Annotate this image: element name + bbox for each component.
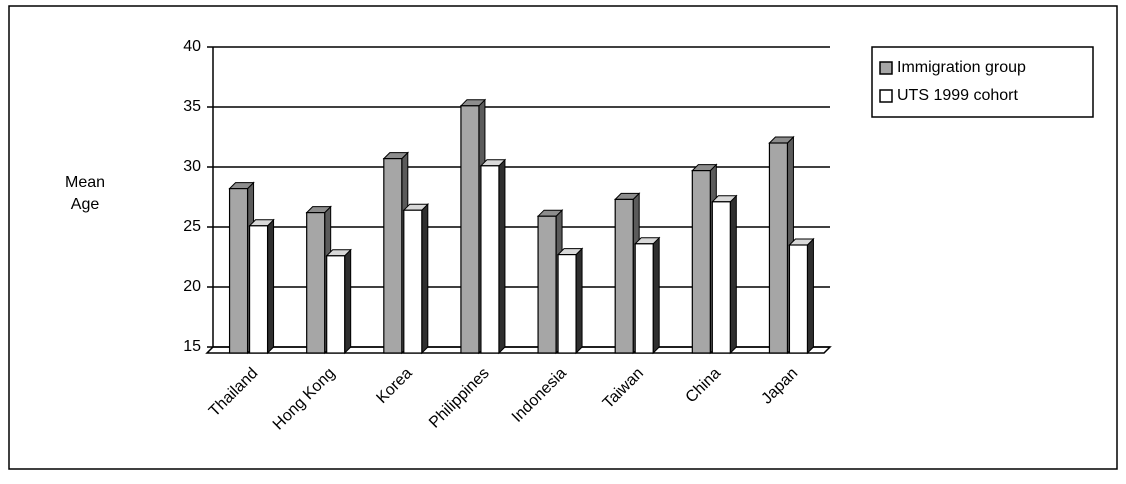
legend-swatch <box>879 61 893 75</box>
bar <box>788 244 809 354</box>
y-tick-label: 30 <box>183 158 201 175</box>
x-tick-label: Thailand <box>206 365 261 420</box>
y-tick-label: 15 <box>183 338 201 355</box>
bar <box>614 198 634 354</box>
bar <box>383 158 403 354</box>
bar <box>480 165 500 354</box>
bar <box>711 201 731 354</box>
bar <box>557 254 577 354</box>
bar-side <box>652 236 660 355</box>
bar <box>248 225 269 354</box>
bar-side <box>806 237 814 355</box>
bar-side <box>575 247 583 355</box>
legend-swatch <box>879 89 893 103</box>
bar <box>228 188 249 354</box>
bar-side <box>729 194 737 355</box>
y-tick-label: 35 <box>183 98 201 115</box>
y-tick-label: 20 <box>183 278 201 295</box>
bar <box>537 215 557 354</box>
bar <box>403 209 423 354</box>
x-tick-label: China <box>683 365 725 407</box>
bar <box>306 212 326 354</box>
x-tick-label: Hong Kong <box>270 365 339 434</box>
x-tick-label: Indonesia <box>509 365 570 426</box>
legend-box <box>871 46 1094 118</box>
x-tick-label: Philippines <box>426 365 493 432</box>
bar <box>768 142 789 354</box>
chart-frame <box>8 5 1118 470</box>
bar <box>691 170 711 354</box>
bar-side <box>344 248 352 355</box>
bar-side <box>267 218 275 355</box>
x-tick-label: Japan <box>758 365 801 408</box>
bar-side <box>498 158 506 355</box>
bar <box>634 243 654 354</box>
x-tick-label: Korea <box>373 365 415 407</box>
x-tick-label: Taiwan <box>600 365 647 412</box>
floor <box>205 346 832 354</box>
legend-label: Immigration group <box>897 59 1026 76</box>
bar-side <box>421 202 429 355</box>
bar <box>326 255 346 354</box>
bar <box>460 105 480 354</box>
y-axis-label: Mean Age <box>64 174 106 213</box>
y-tick-label: 25 <box>183 218 201 235</box>
y-tick-label: 40 <box>183 38 201 55</box>
legend-label: UTS 1999 cohort <box>897 87 1019 104</box>
